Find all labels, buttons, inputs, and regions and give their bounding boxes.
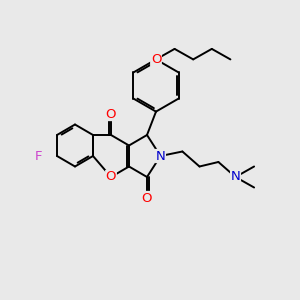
- Text: N: N: [231, 170, 240, 184]
- Text: O: O: [106, 170, 116, 184]
- Text: O: O: [106, 107, 116, 121]
- Text: O: O: [151, 53, 161, 66]
- Text: O: O: [142, 191, 152, 205]
- Text: N: N: [156, 149, 165, 163]
- Text: F: F: [35, 149, 43, 163]
